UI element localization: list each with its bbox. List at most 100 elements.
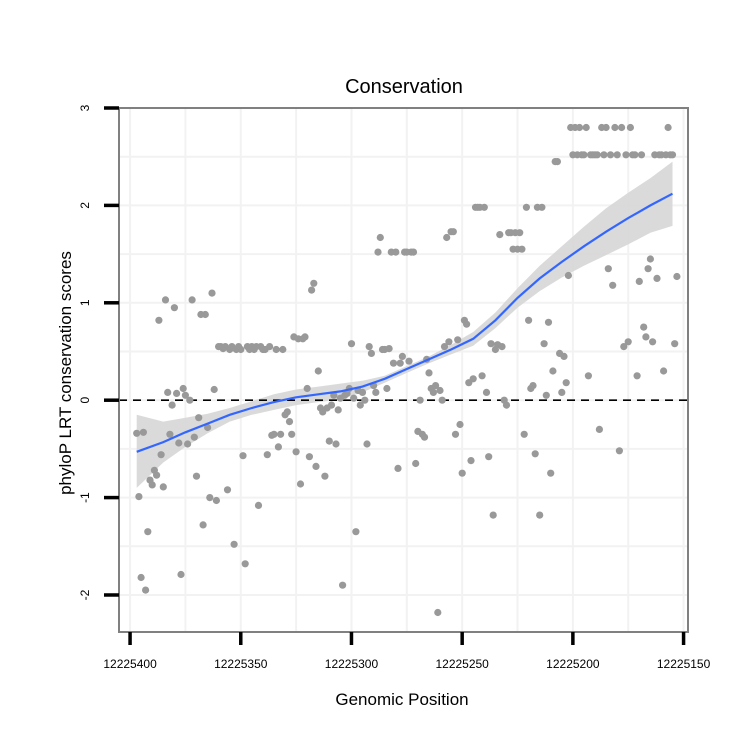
data-point: [449, 228, 457, 236]
y-tick-label: -2: [78, 589, 92, 600]
data-point: [458, 469, 466, 477]
data-point: [161, 296, 170, 304]
data-point: [394, 464, 402, 472]
data-point: [412, 459, 420, 468]
data-point: [582, 123, 590, 132]
data-point: [640, 323, 648, 331]
data-point: [454, 336, 462, 344]
data-point: [531, 450, 539, 458]
data-point: [451, 430, 460, 438]
data-point: [175, 439, 183, 447]
data-points: [133, 123, 681, 617]
data-point: [358, 388, 367, 396]
data-point: [148, 481, 156, 489]
data-point: [525, 316, 533, 324]
data-point: [372, 388, 380, 396]
x-axis: 12225400 12225350 12225300 12225250 12225200…: [103, 632, 711, 671]
x-axis-title: Genomic Position: [335, 690, 468, 709]
data-point: [522, 203, 531, 211]
data-point: [303, 384, 311, 393]
data-point: [166, 430, 174, 438]
data-point: [649, 338, 657, 346]
data-point: [310, 279, 318, 287]
data-point: [673, 272, 681, 281]
data-point: [201, 310, 209, 319]
data-point: [296, 480, 305, 488]
data-point: [159, 483, 167, 491]
data-point: [440, 343, 449, 351]
data-point: [356, 401, 364, 409]
data-point: [502, 401, 511, 409]
x-tick-label: 12225250: [435, 657, 489, 671]
data-point: [308, 286, 316, 294]
y-tick-label: 0: [78, 397, 92, 404]
data-point: [520, 430, 528, 438]
data-point: [544, 318, 553, 326]
data-point: [564, 271, 573, 280]
data-point: [478, 372, 486, 380]
data-point: [496, 231, 504, 239]
data-point: [463, 320, 471, 328]
data-point: [312, 462, 320, 470]
data-point: [604, 265, 612, 273]
data-point: [350, 394, 358, 402]
data-point: [155, 316, 163, 324]
data-point: [277, 430, 285, 438]
data-point: [188, 296, 196, 304]
data-point: [177, 570, 185, 579]
data-point: [301, 333, 309, 341]
data-point: [367, 349, 375, 357]
data-point: [133, 429, 141, 437]
data-point: [420, 433, 429, 441]
data-point: [624, 338, 632, 346]
data-point: [383, 384, 391, 393]
data-point: [664, 123, 672, 132]
data-point: [487, 340, 495, 348]
data-point: [518, 245, 526, 253]
data-point: [334, 406, 342, 414]
data-point: [190, 433, 198, 441]
data-point: [398, 352, 406, 360]
data-point: [325, 437, 333, 445]
data-point: [361, 396, 369, 404]
confidence-band: [136, 161, 673, 488]
data-point: [181, 391, 189, 399]
data-point: [305, 453, 313, 461]
data-point: [339, 581, 347, 589]
data-point: [137, 573, 145, 582]
data-point: [208, 289, 216, 297]
data-point: [642, 333, 650, 341]
data-point: [631, 151, 639, 159]
data-point: [606, 151, 615, 159]
data-point: [195, 414, 203, 422]
x-tick-label: 12225150: [657, 657, 711, 671]
data-point: [157, 451, 165, 459]
data-point: [635, 277, 643, 285]
y-axis-title: phyloP LRT conservation scores: [56, 251, 75, 495]
data-point: [164, 388, 172, 396]
data-point: [285, 418, 294, 426]
data-point: [279, 345, 287, 354]
data-point: [445, 338, 453, 346]
data-point: [593, 151, 601, 159]
data-point: [609, 281, 617, 289]
data-point: [139, 428, 147, 436]
data-point: [230, 540, 238, 548]
x-tick-label: 12225350: [214, 657, 268, 671]
data-point: [425, 369, 433, 377]
y-tick-label: -1: [78, 492, 92, 503]
data-point: [668, 151, 677, 159]
data-point: [620, 343, 628, 351]
data-point: [352, 528, 360, 536]
data-point: [153, 471, 161, 479]
data-point: [485, 453, 493, 461]
data-point: [611, 123, 619, 132]
data-point: [482, 388, 491, 396]
data-point: [144, 528, 152, 536]
data-point: [321, 472, 329, 480]
data-point: [580, 151, 588, 159]
data-point: [239, 452, 247, 460]
data-point: [416, 396, 424, 404]
data-point: [529, 382, 537, 390]
